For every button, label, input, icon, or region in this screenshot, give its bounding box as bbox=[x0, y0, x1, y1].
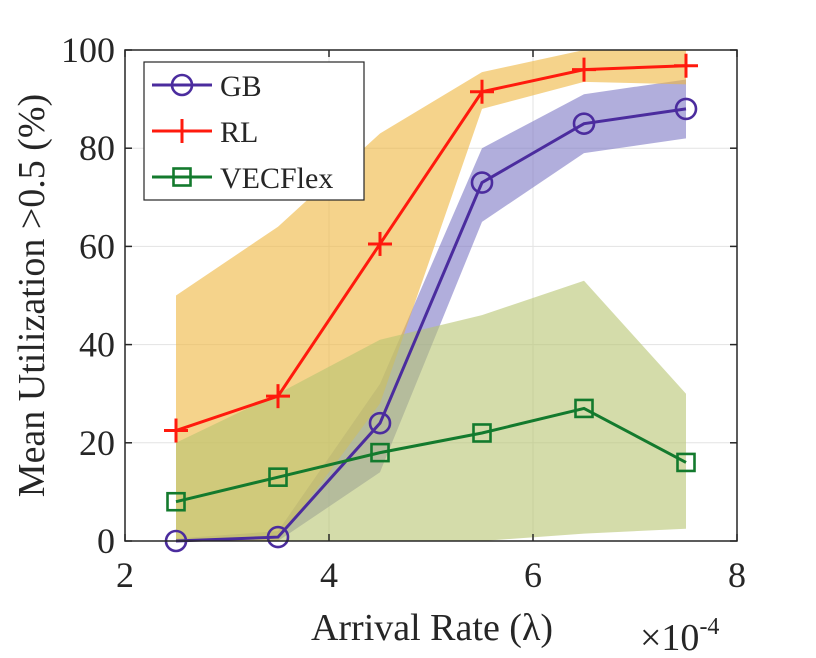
point-gb bbox=[470, 171, 494, 194]
point-vecflex bbox=[472, 423, 492, 443]
line-rl bbox=[175, 64, 687, 432]
x-axis-multiplier-base: ×10 bbox=[640, 617, 699, 658]
confidence-bands bbox=[176, 50, 686, 542]
x-tick-label: 8 bbox=[728, 555, 746, 595]
point-rl bbox=[470, 79, 494, 104]
point-rl bbox=[572, 57, 596, 82]
point-gb bbox=[572, 112, 596, 135]
point-gb bbox=[266, 525, 290, 549]
point-gb bbox=[368, 411, 392, 435]
x-axis-multiplier-exponent: -4 bbox=[699, 614, 719, 640]
legend-marker-gb bbox=[170, 73, 194, 97]
y-tick-label: 40 bbox=[79, 325, 115, 365]
legend: GB RL VECFlex bbox=[143, 61, 365, 201]
line-gb bbox=[175, 107, 687, 543]
series-markers bbox=[164, 53, 698, 553]
legend-label-rl: RL bbox=[220, 116, 258, 149]
band-gb bbox=[176, 79, 686, 542]
point-vecflex bbox=[166, 491, 186, 512]
y-axis-label: Mean Utilization >0.5 (%) bbox=[11, 94, 53, 497]
point-rl bbox=[674, 53, 698, 78]
point-gb bbox=[674, 97, 698, 121]
x-tick-label: 2 bbox=[116, 555, 134, 595]
legend-marker-rl bbox=[170, 119, 194, 143]
series-lines bbox=[175, 64, 687, 543]
band-vecflex bbox=[176, 280, 686, 541]
point-vecflex bbox=[574, 398, 594, 419]
point-vecflex bbox=[676, 452, 696, 473]
x-axis-label: Arrival Rate (λ) bbox=[311, 607, 553, 649]
point-rl bbox=[164, 418, 188, 443]
y-tick-label: 20 bbox=[79, 423, 115, 463]
y-tick-label: 60 bbox=[79, 226, 115, 266]
x-axis-multiplier: ×10-4 bbox=[640, 614, 719, 658]
legend-label-vecflex: VECFlex bbox=[220, 162, 333, 195]
plot-frame bbox=[124, 49, 738, 542]
x-tick-label: 6 bbox=[524, 555, 542, 595]
legend-marker-vecflex bbox=[172, 167, 192, 187]
point-rl bbox=[368, 231, 392, 256]
point-vecflex bbox=[268, 467, 288, 487]
legend-label-gb: GB bbox=[220, 70, 262, 103]
y-tick-label: 100 bbox=[61, 30, 115, 70]
line-vecflex bbox=[175, 406, 687, 504]
point-vecflex bbox=[370, 442, 390, 463]
x-tick-label: 4 bbox=[320, 555, 338, 595]
y-tick-label: 0 bbox=[97, 521, 115, 561]
point-rl bbox=[266, 384, 290, 409]
y-tick-label: 80 bbox=[79, 128, 115, 168]
